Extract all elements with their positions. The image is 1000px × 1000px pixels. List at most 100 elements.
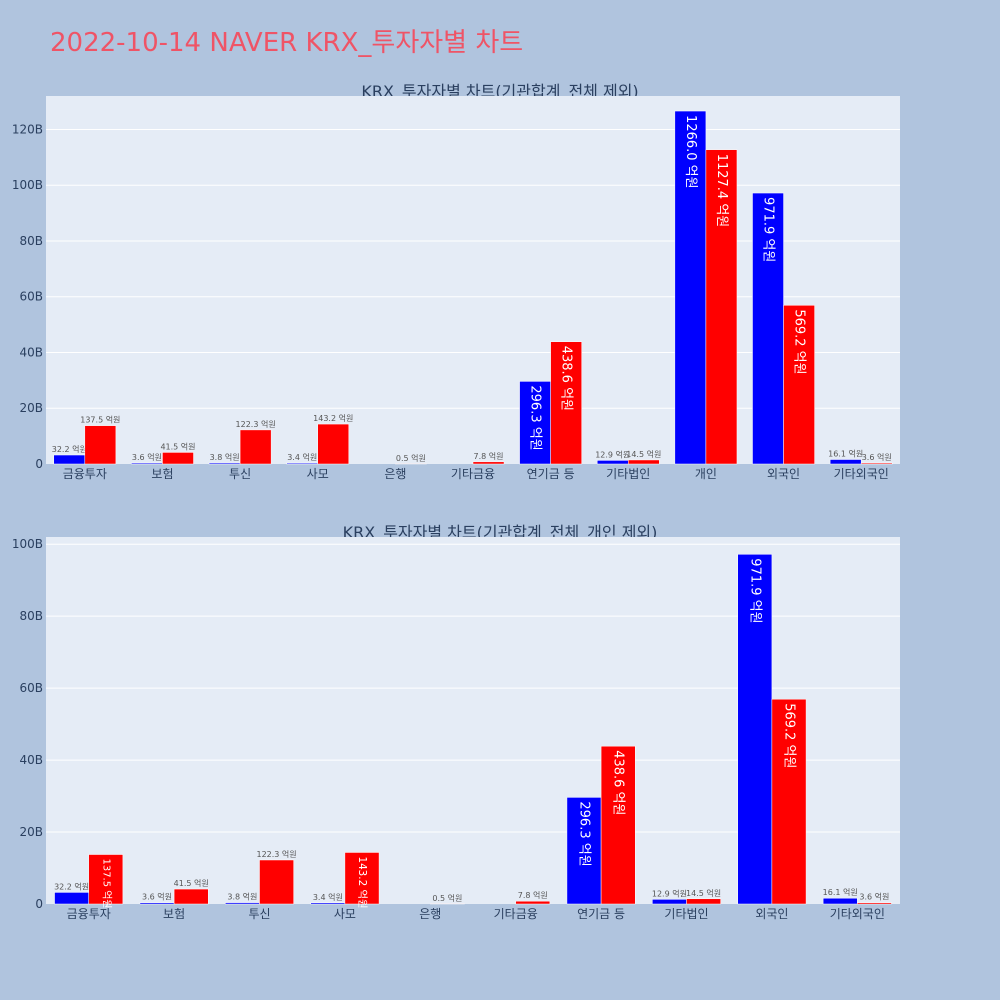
data-label: 7.8 억원 [474,451,504,461]
bar [705,149,738,465]
y-tick-label: 80B [19,609,43,623]
bar [737,554,773,905]
data-label: 41.5 억원 [174,878,209,888]
y-tick-label: 20B [19,401,43,415]
bar [674,110,707,465]
bar [686,898,721,905]
data-label: 3.8 억원 [227,892,257,902]
data-label: 32.2 억원 [52,444,87,454]
bar [752,192,784,465]
bar [600,745,636,905]
data-label: 3.6 억원 [132,452,162,462]
data-label: 971.9 억원 [761,197,776,262]
x-tick-label: 보험 [151,467,173,481]
data-label: 438.6 억원 [559,346,574,411]
data-label: 14.5 억원 [626,449,661,459]
data-label: 438.6 억원 [611,750,626,815]
bar [519,381,551,465]
x-tick-label: 은행 [384,466,406,481]
y-tick-label: 20B [19,825,43,839]
data-label: 3.6 억원 [142,892,172,902]
data-label: 971.9 억원 [747,558,762,623]
data-label: 122.3 억원 [236,419,276,429]
data-label: 1127.4 억원 [714,154,729,228]
bar [88,854,124,905]
x-tick-label: 금융투자 [67,907,111,921]
y-tick-label: 60B [19,290,43,304]
data-label: 143.2 억원 [356,856,368,908]
data-label: 1266.0 억원 [683,115,698,189]
bar [783,305,815,465]
bar [822,897,858,905]
x-tick-label: 개인 [695,467,717,481]
x-tick-label: 금융투자 [63,467,107,481]
bar [317,423,350,465]
data-label: 16.1 억원 [823,887,858,897]
y-tick-label: 0 [35,897,43,911]
bar [344,852,380,905]
x-tick-label: 기타외국인 [830,907,885,921]
data-label: 12.9 억원 [652,888,687,898]
bar [628,459,660,465]
data-label: 143.2 억원 [313,413,353,423]
page-title: 2022-10-14 NAVER KRX_투자자별 차트 [50,28,524,58]
bar [771,698,807,905]
bar [84,425,117,465]
y-tick-label: 100B [12,178,43,192]
bar [259,859,294,905]
data-label: 296.3 억원 [577,801,592,866]
data-label: 137.5 억원 [100,859,112,909]
x-tick-label: 사모 [334,907,356,921]
x-tick-label: 기타금융 [494,907,538,921]
x-tick-label: 투신 [229,467,251,481]
data-label: 3.4 억원 [287,452,317,462]
bar [139,902,175,905]
x-tick-label: 사모 [307,467,329,481]
data-label: 569.2 억원 [781,703,796,768]
data-label: 16.1 억원 [828,449,863,459]
bar [239,429,272,465]
bar [566,797,602,905]
x-tick-label: 기타법인 [606,467,650,481]
data-label: 3.6 억원 [859,892,889,902]
x-tick-label: 기타금융 [451,467,495,481]
data-label: 12.9 억원 [595,449,630,459]
bar [173,888,209,905]
data-label: 296.3 억원 [528,385,543,450]
y-tick-label: 40B [19,753,43,767]
bar [472,461,505,465]
x-tick-label: 은행 [419,906,441,921]
y-tick-label: 80B [19,234,43,248]
y-tick-label: 60B [19,681,43,695]
x-tick-label: 투신 [248,907,270,921]
y-tick-label: 100B [12,537,43,551]
bar [652,899,687,905]
data-label: 3.6 억원 [862,452,892,462]
x-tick-label: 외국인 [755,907,788,921]
data-label: 3.8 억원 [210,452,240,462]
bar [550,341,582,465]
data-label: 7.8 억원 [518,890,548,900]
y-tick-label: 40B [19,345,43,359]
bar [162,452,194,465]
y-tick-label: 120B [12,122,43,136]
x-tick-label: 기타법인 [664,907,708,921]
data-label: 3.4 억원 [313,892,343,902]
chart-1: 0 20B 40B 60B 80B 100B 120B 32.2 억원 137.5 억원금융투자… [12,96,900,481]
data-label: 32.2 억원 [54,881,89,891]
x-tick-label: 외국인 [767,467,800,481]
data-label: 0.5 억원 [432,893,462,903]
bar [310,902,346,905]
bar [860,462,893,465]
x-tick-label: 보험 [163,907,185,921]
bar [857,902,892,905]
x-tick-label: 기타외국인 [834,467,889,481]
data-label: 41.5 억원 [160,441,195,451]
data-label: 137.5 억원 [80,415,120,425]
data-label: 122.3 억원 [256,849,296,859]
bar [54,892,89,905]
data-label: 569.2 억원 [792,309,807,374]
bar [829,459,862,465]
bar [225,902,260,905]
